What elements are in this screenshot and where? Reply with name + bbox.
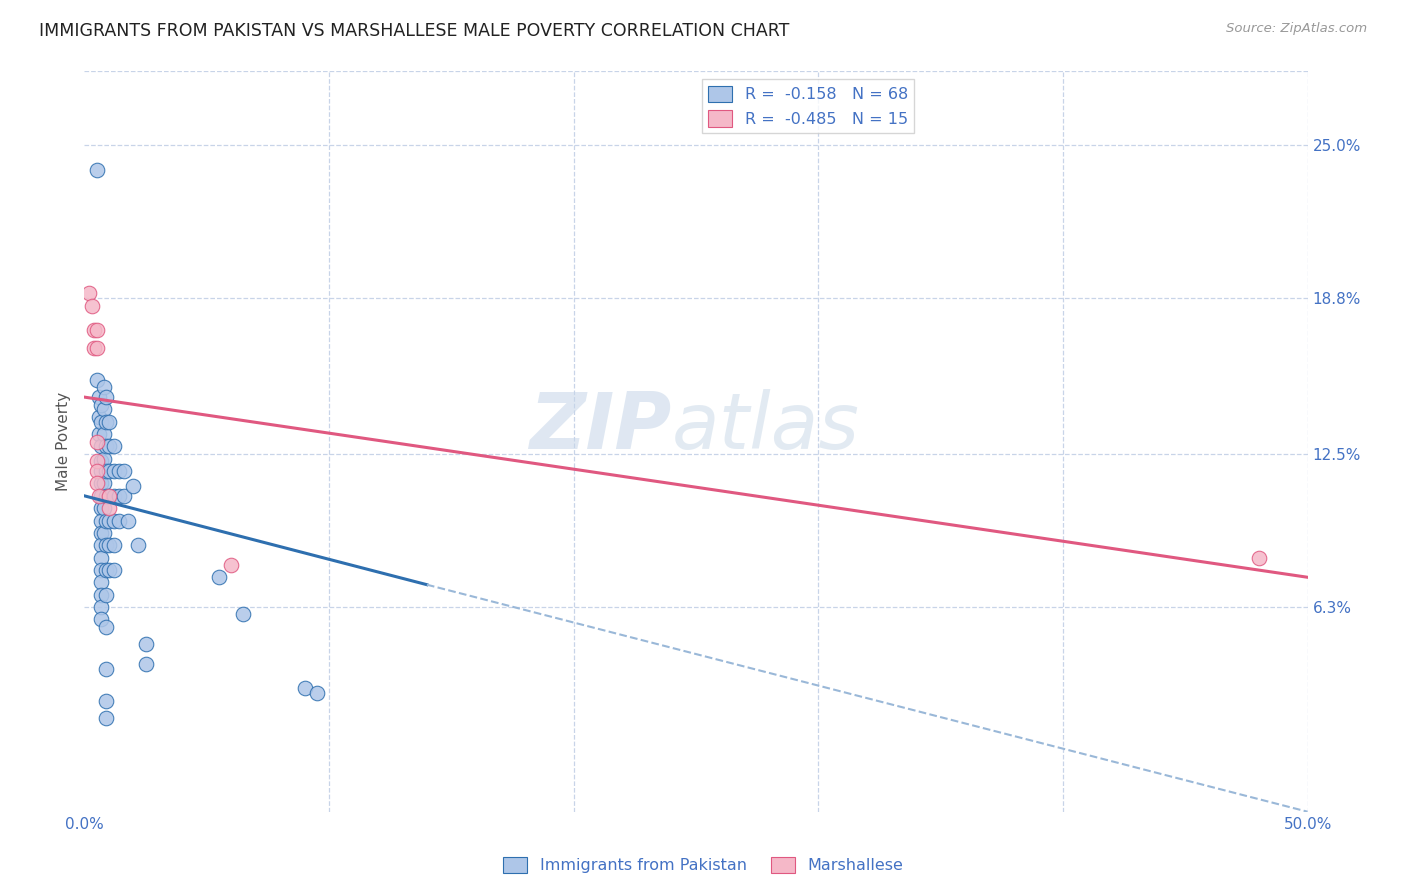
Point — [103, 563, 125, 577]
Point — [96, 464, 118, 478]
Point — [86, 454, 108, 468]
Point — [86, 464, 108, 478]
Point — [96, 489, 118, 503]
Point — [208, 570, 231, 584]
Y-axis label: Male Poverty: Male Poverty — [56, 392, 72, 491]
Point — [294, 681, 316, 696]
Point — [86, 434, 108, 449]
Point — [83, 341, 105, 355]
Point — [97, 489, 120, 503]
Text: Source: ZipAtlas.com: Source: ZipAtlas.com — [1226, 22, 1367, 36]
Point — [135, 657, 157, 671]
Point — [103, 489, 125, 503]
Point — [90, 599, 112, 614]
Point — [96, 390, 118, 404]
Point — [90, 464, 112, 478]
Point — [83, 324, 105, 338]
Point — [90, 575, 112, 590]
Point — [87, 489, 110, 503]
Point — [77, 286, 100, 301]
Point — [96, 694, 118, 708]
Legend: Immigrants from Pakistan, Marshallese: Immigrants from Pakistan, Marshallese — [496, 850, 910, 880]
Point — [96, 538, 118, 552]
Point — [90, 501, 112, 516]
Point — [97, 464, 120, 478]
Point — [112, 489, 135, 503]
Point — [90, 514, 112, 528]
Point — [97, 514, 120, 528]
Point — [305, 686, 328, 700]
Point — [96, 415, 118, 429]
Point — [96, 711, 118, 725]
Point — [93, 380, 115, 394]
Point — [90, 525, 112, 540]
Point — [127, 538, 149, 552]
Point — [96, 588, 118, 602]
Point — [96, 440, 118, 454]
Point — [97, 501, 120, 516]
Text: IMMIGRANTS FROM PAKISTAN VS MARSHALLESE MALE POVERTY CORRELATION CHART: IMMIGRANTS FROM PAKISTAN VS MARSHALLESE … — [39, 22, 790, 40]
Point — [103, 464, 125, 478]
Point — [107, 464, 129, 478]
Point — [80, 299, 103, 313]
Point — [97, 415, 120, 429]
Point — [93, 427, 115, 442]
Point — [90, 538, 112, 552]
Point — [219, 558, 242, 572]
Point — [90, 489, 112, 503]
Point — [107, 514, 129, 528]
Point — [86, 476, 108, 491]
Point — [96, 662, 118, 676]
Point — [97, 538, 120, 552]
Point — [93, 476, 115, 491]
Point — [107, 489, 129, 503]
Point — [90, 454, 112, 468]
Point — [122, 479, 145, 493]
Point — [117, 514, 139, 528]
Point — [87, 409, 110, 424]
Legend: R =  -0.158   N = 68, R =  -0.485   N = 15: R = -0.158 N = 68, R = -0.485 N = 15 — [702, 79, 914, 133]
Point — [90, 398, 112, 412]
Point — [86, 373, 108, 387]
Point — [1247, 550, 1270, 565]
Point — [93, 402, 115, 417]
Point — [86, 324, 108, 338]
Point — [90, 550, 112, 565]
Point — [90, 415, 112, 429]
Point — [112, 464, 135, 478]
Point — [103, 538, 125, 552]
Text: atlas: atlas — [672, 389, 859, 465]
Point — [93, 451, 115, 466]
Point — [93, 501, 115, 516]
Point — [96, 514, 118, 528]
Text: ZIP: ZIP — [529, 389, 672, 465]
Point — [97, 563, 120, 577]
Point — [232, 607, 254, 622]
Point — [103, 440, 125, 454]
Point — [90, 476, 112, 491]
Point — [97, 489, 120, 503]
Point — [135, 637, 157, 651]
Point — [96, 563, 118, 577]
Point — [93, 525, 115, 540]
Point — [103, 514, 125, 528]
Point — [90, 612, 112, 626]
Point — [86, 341, 108, 355]
Point — [87, 390, 110, 404]
Point — [87, 427, 110, 442]
Point — [90, 440, 112, 454]
Point — [90, 563, 112, 577]
Point — [97, 440, 120, 454]
Point — [90, 588, 112, 602]
Point — [96, 619, 118, 633]
Point — [86, 163, 108, 178]
